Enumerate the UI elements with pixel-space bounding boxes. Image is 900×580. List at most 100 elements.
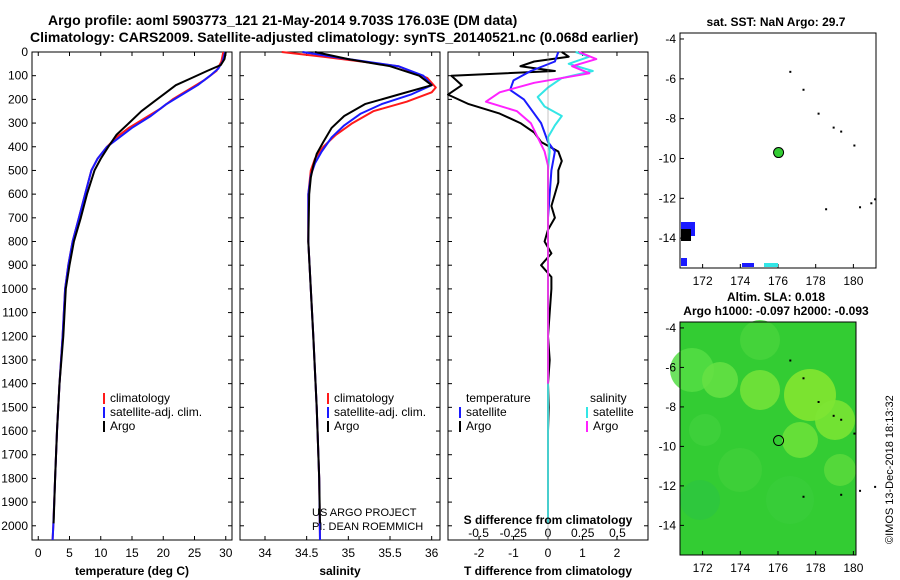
map-x-tick-label: 174: [730, 561, 750, 575]
legend-swatch: [459, 421, 461, 432]
legend-label: satellite-adj. clim.: [334, 405, 426, 419]
depth-tick-label: 2000: [1, 519, 28, 533]
legend-label: Argo: [466, 419, 492, 433]
argo-position-marker: [773, 147, 785, 159]
island-marker: [817, 400, 820, 403]
s-difference-label: S difference from climatology: [464, 513, 633, 527]
x-tick-label: 15: [125, 546, 139, 560]
depth-tick-label: 1100: [2, 306, 28, 320]
title-line-2: Climatology: CARS2009. Satellite-adjuste…: [30, 29, 638, 45]
x-tick-label: 10: [94, 546, 108, 560]
t-difference-label: T difference from climatology: [464, 564, 632, 578]
project-annotation: US ARGO PROJECT: [312, 507, 417, 519]
x-tick-label: -1: [508, 546, 519, 560]
imos-credit: ©IMOS 13-Dec-2018 18:13:32: [884, 395, 896, 544]
series-line-argo: [307, 51, 433, 524]
map-y-tick-label: -6: [665, 360, 676, 374]
map-x-tick-label: 172: [693, 274, 713, 288]
temperature-series: [51, 51, 227, 541]
island-marker: [870, 202, 873, 205]
legend-swatch: [327, 407, 329, 418]
legend-swatch: [586, 421, 588, 432]
legend-title-temperature: temperature: [466, 391, 531, 405]
map-x-tick-label: 178: [806, 274, 826, 288]
series-line-satellite-adj-clim-: [51, 51, 227, 541]
sla-map-background: [670, 320, 876, 555]
title-line-1: Argo profile: aoml 5903773_121 21-May-20…: [48, 12, 517, 28]
series-line-temperature-argo: [447, 51, 570, 524]
island-marker: [825, 208, 828, 211]
map-x-tick-label: 172: [693, 561, 713, 575]
sla-anomaly-patch: [740, 370, 780, 410]
depth-tick-label: 1400: [1, 377, 28, 391]
depth-tick-label: 500: [8, 163, 28, 177]
legend-swatch: [103, 407, 105, 418]
map-y-tick-label: -10: [659, 439, 677, 453]
x-tick-label: 34: [258, 546, 272, 560]
sla-map-frame[interactable]: [679, 321, 857, 556]
legend-label: climatology: [334, 391, 394, 405]
pi-annotation: PI: DEAN ROEMMICH: [312, 521, 423, 533]
temperature-axis-ticks: 0 5 10 15 20 25 30: [35, 52, 233, 560]
legend-label: satellite-adj. clim.: [110, 405, 202, 419]
series-line-satellite-adj-clim-: [302, 51, 433, 541]
s-tick-label: 0.25: [571, 526, 595, 540]
x-tick-label: 0: [545, 546, 552, 560]
sst-map-ticks: 172 174 176 178 180 -4 -6 -8 -10 -12 -14: [659, 32, 864, 288]
x-tick-label: 2: [614, 546, 621, 560]
map-y-tick-label: -8: [665, 400, 676, 414]
depth-tick-label: 100: [8, 69, 28, 83]
island-marker: [840, 418, 843, 421]
sla-anomaly-patch: [824, 454, 856, 486]
island-marker: [840, 493, 843, 496]
x-tick-label: 25: [188, 546, 202, 560]
sla-map-features: [773, 359, 877, 498]
map-y-tick-label: -4: [665, 321, 676, 335]
island-marker: [802, 377, 805, 380]
difference-axis-ticks: -2 -1 0 1 2-0.5 -0.25 0 0.25 0.5: [468, 52, 626, 560]
depth-tick-label: 1300: [1, 353, 28, 367]
s-tick-label: -0.25: [500, 526, 528, 540]
legend-swatch: [103, 421, 105, 432]
x-tick-label: 30: [219, 546, 233, 560]
depth-tick-label: 0: [21, 45, 28, 59]
sla-map-ticks: 172 174 176 178 180 -4 -6 -8 -10 -12 -14: [659, 321, 864, 575]
depth-tick-label: 900: [8, 258, 28, 272]
sla-anomaly-patch: [702, 362, 738, 398]
s-tick-label: -0.5: [468, 526, 489, 540]
depth-tick-label: 1200: [1, 329, 28, 343]
depth-tick-label: 200: [8, 92, 28, 106]
sla-anomaly-patch: [815, 400, 855, 440]
depth-tick-label: 1900: [1, 495, 28, 509]
sla-anomaly-patch: [689, 414, 721, 446]
x-tick-label: 0: [35, 546, 42, 560]
x-tick-label: 1: [579, 546, 586, 560]
map-x-tick-label: 176: [768, 561, 788, 575]
depth-tick-label: 1600: [1, 424, 28, 438]
series-line-salinity-satellite: [536, 51, 594, 524]
s-tick-label: 0.5: [609, 526, 626, 540]
salinity-axis-ticks: 34 34.5 35 35.5 36: [258, 52, 439, 560]
legend-label: Argo: [593, 419, 619, 433]
sla-anomaly-patch: [718, 448, 762, 492]
x-tick-label: 34.5: [295, 546, 319, 560]
depth-axis-ticks: 0 100 200 300 400 500 600 700 800 900 1000 1100 1200…: [1, 45, 232, 533]
legend-swatch: [327, 421, 329, 432]
island-marker: [832, 414, 835, 417]
x-tick-label: 35: [342, 546, 356, 560]
x-tick-label: 20: [157, 546, 171, 560]
map-y-tick-label: -4: [665, 32, 676, 46]
x-tick-label: 5: [66, 546, 73, 560]
island-marker: [859, 206, 862, 209]
island-marker: [853, 432, 856, 435]
map-x-tick-label: 178: [806, 561, 826, 575]
map-x-tick-label: 180: [843, 274, 863, 288]
island-marker: [832, 126, 835, 129]
x-tick-label: -2: [474, 546, 485, 560]
depth-tick-label: 700: [8, 211, 28, 225]
sst-data-patch: [764, 263, 778, 267]
temperature-panel: 0100200300400500600700800900100011001200…: [1, 45, 232, 578]
